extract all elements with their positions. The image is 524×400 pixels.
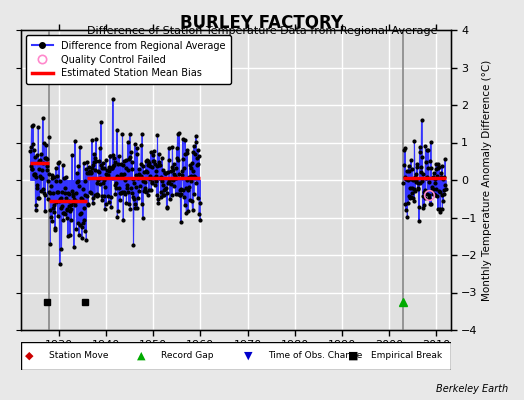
Text: Station Move: Station Move xyxy=(49,352,108,360)
Text: BURLEY FACTORY: BURLEY FACTORY xyxy=(180,14,344,32)
Text: Record Gap: Record Gap xyxy=(161,352,213,360)
Text: ■: ■ xyxy=(347,351,358,361)
Text: Time of Obs. Change: Time of Obs. Change xyxy=(268,352,363,360)
Text: ▲: ▲ xyxy=(137,351,146,361)
Legend: Difference from Regional Average, Quality Control Failed, Estimated Station Mean: Difference from Regional Average, Qualit… xyxy=(26,35,231,84)
Y-axis label: Monthly Temperature Anomaly Difference (°C): Monthly Temperature Anomaly Difference (… xyxy=(482,59,492,301)
Text: Difference of Station Temperature Data from Regional Average: Difference of Station Temperature Data f… xyxy=(87,26,437,36)
Text: ◆: ◆ xyxy=(25,351,34,361)
Text: ▼: ▼ xyxy=(244,351,253,361)
Text: Empirical Break: Empirical Break xyxy=(371,352,442,360)
Text: Berkeley Earth: Berkeley Earth xyxy=(436,384,508,394)
